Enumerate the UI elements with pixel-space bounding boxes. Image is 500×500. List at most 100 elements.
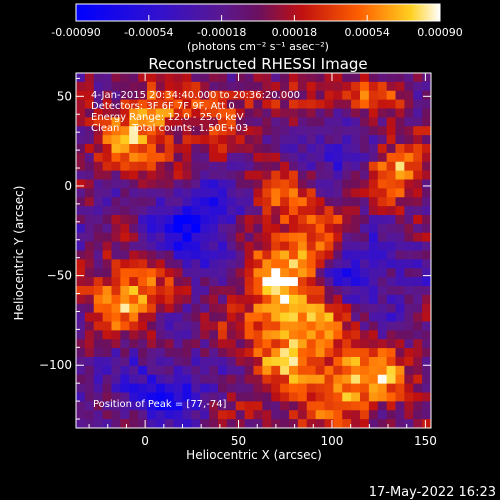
heatmap-cell (155, 144, 166, 154)
heatmap-cell (253, 392, 263, 402)
heatmap-cell (84, 383, 95, 393)
heatmap-cell (235, 374, 246, 385)
heatmap-cell (315, 348, 325, 358)
heatmap-cell (226, 250, 237, 260)
heatmap-cell (253, 170, 263, 180)
heatmap-cell (164, 90, 175, 101)
heatmap-cell (289, 126, 299, 136)
heatmap-cell (422, 365, 432, 376)
heatmap-cell (120, 152, 130, 163)
heatmap-cell (280, 419, 290, 429)
heatmap-cell (253, 374, 263, 385)
heatmap-cell (235, 241, 246, 251)
heatmap-cell (155, 99, 166, 109)
x-tick-label: 0 (141, 434, 149, 448)
heatmap-cell (84, 215, 95, 225)
heatmap-cell (191, 161, 201, 172)
heatmap-cell (360, 81, 370, 92)
heatmap-cell (351, 268, 361, 278)
heatmap-cell (244, 108, 254, 118)
heatmap-cell (173, 223, 183, 234)
heatmap-cell (253, 108, 263, 118)
heatmap-cell (280, 286, 290, 296)
heatmap-cell (404, 126, 414, 136)
heatmap-cell (253, 73, 263, 83)
heatmap-cell (280, 206, 290, 216)
heatmap-cell (218, 73, 228, 83)
heatmap-cell (422, 73, 432, 83)
heatmap-cell (155, 365, 166, 376)
heatmap-cell (209, 374, 219, 385)
heatmap-cell (262, 339, 272, 349)
heatmap-cell (360, 179, 370, 189)
heatmap-cell (218, 197, 228, 207)
heatmap-cell (386, 401, 396, 411)
heatmap-cell (155, 330, 166, 340)
heatmap-cell (218, 232, 228, 243)
heatmap-cell (102, 286, 112, 296)
heatmap-cell (191, 357, 201, 367)
heatmap-cell (422, 348, 432, 358)
heatmap-cell (138, 99, 148, 109)
heatmap-cell (315, 250, 325, 260)
heatmap-cell (386, 215, 396, 225)
heatmap-cell (368, 73, 379, 83)
heatmap-cell (377, 277, 388, 287)
heatmap-cell (129, 179, 139, 189)
heatmap-cell (360, 188, 370, 198)
heatmap-cell (324, 294, 334, 305)
heatmap-cell (297, 259, 308, 269)
heatmap-cell (342, 277, 352, 287)
heatmap-cell (76, 357, 86, 367)
heatmap-cell (315, 419, 325, 429)
heatmap-cell (297, 286, 308, 296)
heatmap-cell (333, 90, 343, 101)
heatmap-cell (404, 294, 414, 305)
heatmap-cell (84, 108, 95, 118)
heatmap-cell (226, 108, 237, 118)
heatmap-cell (191, 135, 201, 145)
heatmap-cell (111, 286, 121, 296)
heatmap-cell (404, 223, 414, 234)
heatmap-cell (226, 161, 237, 172)
heatmap-cell (280, 294, 290, 305)
heatmap-cell (306, 339, 317, 349)
heatmap-cell (235, 117, 246, 127)
heatmap-cell (262, 108, 272, 118)
heatmap-cell (422, 170, 432, 180)
heatmap-cell (244, 286, 254, 296)
heatmap-cell (271, 241, 281, 251)
heatmap-cell (120, 277, 130, 287)
heatmap-cell (422, 277, 432, 287)
heatmap-cell (218, 170, 228, 180)
heatmap-cell (306, 383, 317, 393)
heatmap-cell (271, 90, 281, 101)
heatmap-cell (191, 330, 201, 340)
heatmap-cell (386, 152, 396, 163)
heatmap-cell (342, 321, 352, 331)
heatmap-cell (413, 277, 423, 287)
heatmap-cell (155, 197, 166, 207)
heatmap-cell (111, 135, 121, 145)
heatmap-cell (324, 188, 334, 198)
heatmap-cell (351, 348, 361, 358)
heatmap-cell (413, 90, 423, 101)
heatmap-cell (111, 294, 121, 305)
heatmap-cell (111, 81, 121, 92)
heatmap-cell (76, 277, 86, 287)
heatmap-cell (235, 392, 246, 402)
heatmap-cell (138, 223, 148, 234)
heatmap-cell (333, 321, 343, 331)
heatmap-cell (271, 117, 281, 127)
heatmap-cell (209, 117, 219, 127)
heatmap-cell (271, 357, 281, 367)
heatmap-cell (306, 161, 317, 172)
heatmap-cell (351, 144, 361, 154)
heatmap-cell (182, 223, 192, 234)
heatmap-cell (289, 144, 299, 154)
heatmap-cell (182, 250, 192, 260)
heatmap-cell (76, 401, 86, 411)
heatmap-cell (395, 277, 405, 287)
heatmap-cell (173, 312, 183, 322)
heatmap-cell (297, 152, 308, 163)
